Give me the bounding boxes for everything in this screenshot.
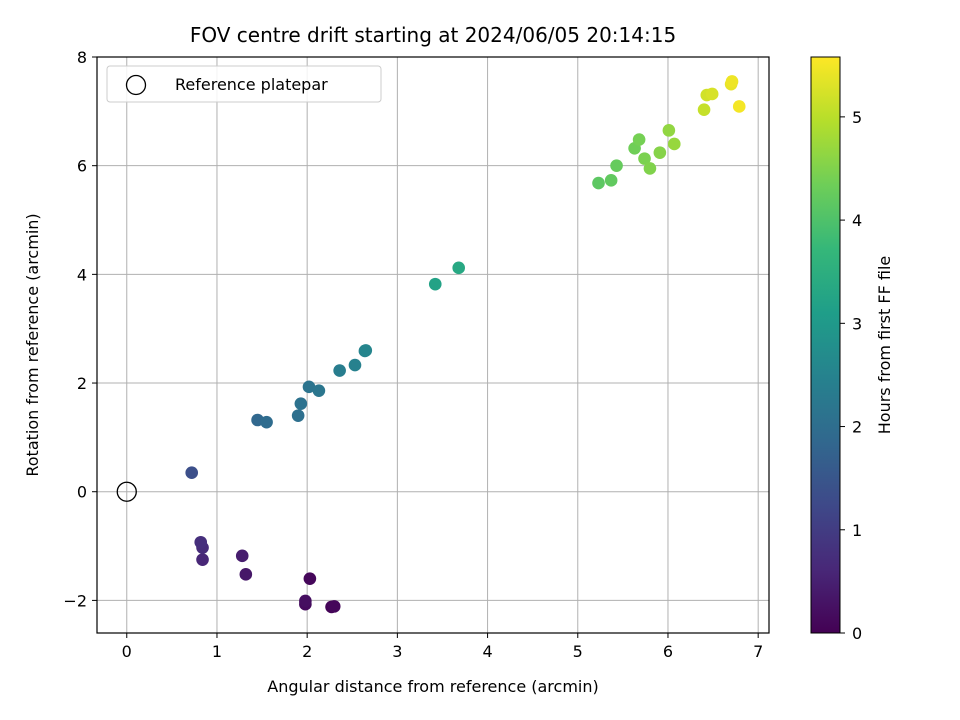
x-tick-label: 0: [122, 642, 132, 661]
scatter-point: [294, 397, 308, 410]
scatter-point: [697, 103, 711, 117]
x-tick-label: 2: [302, 642, 312, 661]
y-axis-ticks: −2 0 2 4 6 8: [63, 48, 97, 610]
legend-label: Reference platepar: [175, 75, 328, 94]
colorbar-label: Hours from first FF file: [875, 256, 894, 435]
scatter-point: [235, 549, 249, 563]
scatter-point: [452, 261, 466, 275]
x-tick-label: 6: [663, 642, 673, 661]
x-tick-label: 1: [212, 642, 222, 661]
scatter-point: [592, 176, 605, 190]
scatter-point: [610, 159, 623, 172]
x-tick-label: 5: [573, 642, 583, 661]
scatter-point: [333, 364, 346, 377]
colorbar: [810, 56, 841, 634]
y-axis-label: Rotation from reference (arcmin): [23, 213, 42, 476]
y-tick-label: 4: [77, 265, 87, 284]
scatter-point: [348, 358, 362, 372]
x-tick-label: 4: [482, 642, 492, 661]
scatter-point: [638, 152, 651, 165]
scatter-point: [359, 344, 373, 357]
scatter-point: [239, 568, 253, 581]
scatter-point: [302, 380, 316, 394]
reference-marker-group: [116, 481, 137, 502]
scatter-point: [299, 594, 312, 608]
x-tick-label: 7: [753, 642, 763, 661]
scatter-point: [312, 384, 326, 397]
y-tick-label: 8: [77, 48, 87, 67]
scatter-point: [194, 535, 208, 549]
colorbar-tick-label: 2: [852, 418, 862, 437]
reference-marker: [116, 481, 137, 502]
scatter-point: [732, 100, 746, 113]
y-tick-label: 2: [77, 374, 87, 393]
colorbar-tick-label: 5: [852, 108, 862, 127]
colorbar-tick-label: 3: [852, 314, 862, 333]
data-points: [185, 75, 746, 614]
scatter-point: [291, 409, 305, 422]
scatter-point: [643, 162, 657, 175]
scatter-point: [185, 466, 199, 479]
colorbar-tick-label: 4: [852, 211, 862, 230]
scatter-point: [428, 277, 442, 291]
x-tick-label: 3: [392, 642, 402, 661]
colorbar-tick-label: 1: [852, 521, 862, 540]
plot-frame: [96, 56, 770, 634]
scatter-point: [327, 600, 341, 613]
scatter-point: [260, 415, 273, 429]
scatter-point: [662, 124, 676, 137]
scatter-point: [303, 572, 317, 585]
colorbar-tick-label: 0: [852, 624, 862, 643]
scatter-point: [196, 553, 209, 566]
legend: Reference platepar: [106, 65, 382, 103]
scatter-point: [725, 75, 739, 88]
legend-marker-icon: [125, 74, 147, 96]
scatter-point: [705, 87, 719, 101]
y-tick-label: 0: [77, 483, 87, 502]
colorbar-ticks: 0 1 2 3 4 5: [840, 108, 862, 643]
x-axis-label: Angular distance from reference (arcmin): [267, 677, 598, 696]
x-axis-ticks: 0 1 2 3 4 5 6 7: [122, 633, 763, 661]
legend-box: [106, 65, 382, 103]
chart-title: FOV centre drift starting at 2024/06/05 …: [190, 23, 676, 47]
scatter-point: [667, 137, 681, 151]
scatter-point: [632, 133, 646, 146]
scatter-point: [604, 174, 618, 187]
scatter-point: [653, 146, 667, 159]
y-tick-label: 6: [77, 157, 87, 176]
y-tick-label: −2: [63, 591, 87, 610]
